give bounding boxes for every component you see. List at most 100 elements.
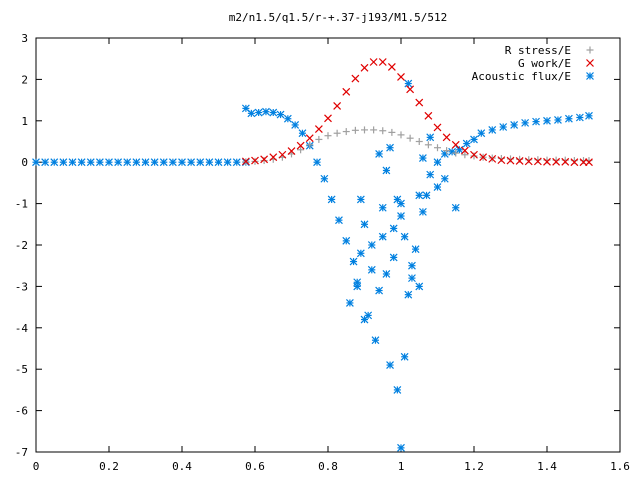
data-point-stroke xyxy=(408,274,416,283)
data-point xyxy=(367,265,376,274)
data-point xyxy=(561,157,570,166)
data-point xyxy=(585,158,593,167)
legend-marker xyxy=(586,46,594,54)
data-point-stroke xyxy=(241,104,250,113)
data-point xyxy=(415,138,423,145)
data-point-stroke xyxy=(223,158,232,167)
data-point xyxy=(141,158,150,167)
data-point-stroke xyxy=(168,158,177,167)
data-point xyxy=(389,224,398,233)
y-tick-label: 3 xyxy=(21,32,28,45)
data-point xyxy=(462,139,471,148)
data-point-stroke xyxy=(367,265,376,274)
y-tick-label: -1 xyxy=(15,198,28,211)
data-point-stroke xyxy=(397,212,405,220)
data-point-stroke xyxy=(260,155,269,164)
data-point xyxy=(422,191,431,200)
data-point xyxy=(515,157,524,165)
data-point xyxy=(452,149,460,157)
data-point xyxy=(388,128,396,136)
data-point-stroke xyxy=(470,135,478,144)
data-point-stroke xyxy=(262,107,270,116)
data-point xyxy=(585,111,593,120)
data-point xyxy=(389,253,398,262)
data-point xyxy=(369,58,378,66)
data-point xyxy=(408,274,416,283)
data-point-stroke xyxy=(585,111,593,120)
data-point xyxy=(554,116,562,124)
data-point-stroke xyxy=(86,158,95,167)
data-point-stroke xyxy=(415,98,424,107)
data-point-stroke xyxy=(68,158,77,167)
data-point xyxy=(375,286,384,295)
data-point xyxy=(460,146,469,155)
y-tick-label: 0 xyxy=(21,156,28,169)
data-point xyxy=(278,150,287,159)
data-point xyxy=(32,158,40,167)
data-point xyxy=(404,79,413,88)
data-point-stroke xyxy=(276,110,285,119)
data-point-stroke xyxy=(433,158,442,167)
data-point-stroke xyxy=(561,157,570,166)
data-point xyxy=(335,216,343,225)
data-point-stroke xyxy=(442,133,451,142)
data-point-stroke xyxy=(386,361,394,369)
data-point-stroke xyxy=(356,249,365,258)
data-point xyxy=(283,114,292,123)
data-point xyxy=(297,146,305,154)
data-point xyxy=(564,114,573,123)
data-point-stroke xyxy=(41,158,50,167)
legend-marker-stroke xyxy=(586,59,594,67)
data-point xyxy=(356,249,365,258)
data-point-stroke xyxy=(488,125,497,134)
x-tick-label: 1.6 xyxy=(610,460,630,473)
data-point-stroke xyxy=(291,121,300,129)
data-point xyxy=(382,270,391,278)
data-point xyxy=(378,203,387,212)
series-layer xyxy=(32,58,593,452)
data-point-stroke xyxy=(205,158,214,167)
data-point xyxy=(400,352,409,361)
data-point-stroke xyxy=(324,114,332,123)
data-point xyxy=(351,74,360,83)
data-point-stroke xyxy=(378,232,387,241)
series-cross xyxy=(241,58,593,167)
data-point xyxy=(451,203,460,212)
data-point xyxy=(356,195,365,204)
data-point xyxy=(418,154,427,162)
data-point-stroke xyxy=(351,74,360,83)
data-point-stroke xyxy=(397,72,405,81)
data-point xyxy=(320,174,329,183)
data-point-stroke xyxy=(353,282,362,291)
data-point xyxy=(223,158,232,167)
data-point xyxy=(254,108,263,117)
y-tick-label: -4 xyxy=(15,322,29,335)
data-point xyxy=(386,361,394,369)
data-point-stroke xyxy=(543,157,551,166)
data-point-stroke xyxy=(404,290,413,299)
data-point xyxy=(327,195,336,204)
data-point xyxy=(426,170,435,179)
data-point xyxy=(178,158,186,167)
data-point xyxy=(305,134,314,143)
data-point xyxy=(324,132,332,140)
data-point-stroke xyxy=(298,129,307,138)
data-point-stroke xyxy=(269,108,278,117)
y-tick-label: -7 xyxy=(15,446,28,459)
data-point xyxy=(247,109,256,118)
data-point-stroke xyxy=(132,158,141,167)
legend-marker xyxy=(586,59,594,67)
data-point-stroke xyxy=(251,156,259,165)
x-tick-label: 0.4 xyxy=(172,460,192,473)
data-point xyxy=(114,158,123,167)
data-point xyxy=(415,98,424,107)
data-point xyxy=(306,141,314,149)
data-point xyxy=(105,158,113,167)
data-point xyxy=(367,241,376,249)
legend-marker-stroke xyxy=(586,72,594,80)
data-point xyxy=(86,158,95,167)
data-point xyxy=(361,126,368,134)
data-point xyxy=(524,157,533,166)
data-point xyxy=(415,282,424,291)
data-point xyxy=(276,110,285,119)
